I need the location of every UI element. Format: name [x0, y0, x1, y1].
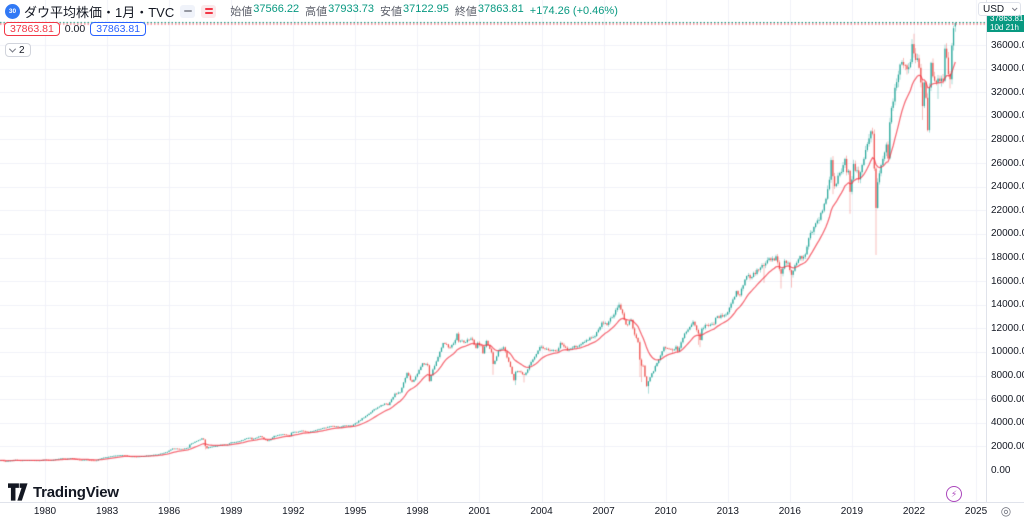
time-axis-label: 1980: [33, 506, 57, 517]
tradingview-logo-icon: [8, 483, 28, 501]
time-axis-label: 2025: [964, 506, 988, 517]
minus-icon: [183, 10, 192, 12]
tradingview-brand[interactable]: TradingView: [8, 483, 119, 501]
time-axis-label: 1995: [344, 506, 367, 517]
chevron-down-icon: [8, 45, 17, 53]
price-axis-label: 30000.00: [991, 110, 1024, 122]
symbol-title[interactable]: ダウ平均株価・1月・TVC: [24, 4, 175, 20]
change-value: +174.26 (+0.46%): [529, 5, 618, 17]
price-axis-label: 20000.00: [991, 228, 1024, 240]
price-axis-label: 8000.00: [991, 370, 1024, 382]
open-value: 37566.22: [253, 3, 300, 15]
time-axis-label: 1989: [220, 506, 243, 517]
price-axis-label: 32000.00: [991, 86, 1024, 98]
price-axis-label: 14000.00: [991, 299, 1024, 311]
price-axis-label: 12000.00: [991, 322, 1024, 334]
close-label: 終値: [454, 6, 477, 18]
open-label: 始値: [230, 6, 253, 18]
close-value: 37863.81: [477, 3, 524, 15]
price-axis-label: 16000.00: [991, 275, 1024, 287]
price-axis-label: 36000.00: [991, 39, 1024, 51]
price-chart-canvas[interactable]: [0, 0, 986, 502]
price-axis-label: 26000.00: [991, 157, 1024, 169]
price-axis-label: 28000.00: [991, 133, 1024, 145]
ma-bar-icon: [204, 12, 213, 14]
ohlc-readout: 始値 37566.22 高値 37933.73 安値 37122.95 終値 37863…: [230, 3, 618, 19]
ma-bar-icon: [204, 8, 213, 10]
price-axis-separator: [986, 0, 987, 502]
price-axis-label: 18000.00: [991, 252, 1024, 263]
collapse-count: 2: [19, 44, 25, 56]
time-axis-label: 2019: [840, 506, 864, 517]
symbol-legend: 30 ダウ平均株価・1月・TVC 始値 37566.22 高値 37933.73 安…: [5, 3, 618, 20]
price-axis-label: 22000.00: [991, 204, 1024, 216]
price-axis[interactable]: 36000.00 34000.00 32000.00 30000.00 28000.00…: [987, 0, 1024, 502]
low-value: 37122.95: [403, 3, 449, 15]
high-value: 37933.73: [328, 3, 375, 15]
price-axis-label: 4000.00: [991, 417, 1024, 429]
price-axis-label: 0.00: [991, 464, 1011, 476]
boost-button[interactable]: ⚡: [946, 486, 962, 502]
time-axis-label: 1983: [95, 506, 119, 517]
time-axis-label: 2010: [654, 506, 677, 517]
ma-indicator-icon[interactable]: [201, 4, 217, 18]
blue-price-chip[interactable]: 37863.81: [90, 21, 147, 36]
symbol-logo-dow30: 30: [5, 3, 20, 19]
countdown-time: 10d 21h: [990, 22, 1019, 32]
currency-dropdown[interactable]: USD: [978, 2, 1021, 16]
time-axis-label: 1998: [406, 506, 429, 517]
price-axis-label: 6000.00: [991, 393, 1024, 405]
indicator-values-row: 37863.81 0.00 37863.81: [4, 21, 147, 36]
legend-hide-icon[interactable]: [180, 4, 196, 18]
price-axis-label: 34000.00: [991, 63, 1024, 75]
price-axis-label: 2000.00: [991, 440, 1024, 452]
collapse-indicators-button[interactable]: 2: [5, 43, 31, 57]
price-axis-label: 24000.00: [991, 181, 1024, 193]
countdown-price: 37863.81: [990, 14, 1024, 23]
brand-text: TradingView: [33, 483, 119, 501]
currency-label: USD: [983, 3, 1005, 15]
time-axis-label: 2013: [716, 506, 739, 517]
time-axis-label: 2004: [530, 506, 553, 517]
time-axis-label: 2016: [778, 506, 801, 517]
time-axis-label: 1992: [282, 506, 305, 517]
time-axis-separator: [0, 502, 1024, 503]
time-axis-label: 2007: [592, 506, 615, 517]
price-axis-label: 10000.00: [991, 346, 1024, 358]
low-label: 安値: [380, 6, 403, 18]
change-zero-value: 0.00: [64, 22, 86, 35]
high-label: 高値: [305, 6, 328, 18]
time-axis-label: 2001: [468, 506, 491, 517]
time-axis-label: 2022: [902, 506, 926, 517]
red-price-chip[interactable]: 37863.81: [4, 21, 60, 36]
lightning-icon: ⚡: [950, 488, 958, 499]
chevron-down-icon: [1011, 5, 1018, 12]
time-axis[interactable]: 1980 1983 1986 1989 1992 1995 1998 2001 2004 2007…: [0, 503, 988, 522]
time-axis-label: 1986: [158, 506, 181, 517]
axis-settings-icon[interactable]: ◎: [1000, 504, 1012, 518]
legend-collapse-row: 2: [5, 43, 31, 57]
countdown-price-label: 37863.81 10d 21h: [987, 14, 1024, 32]
